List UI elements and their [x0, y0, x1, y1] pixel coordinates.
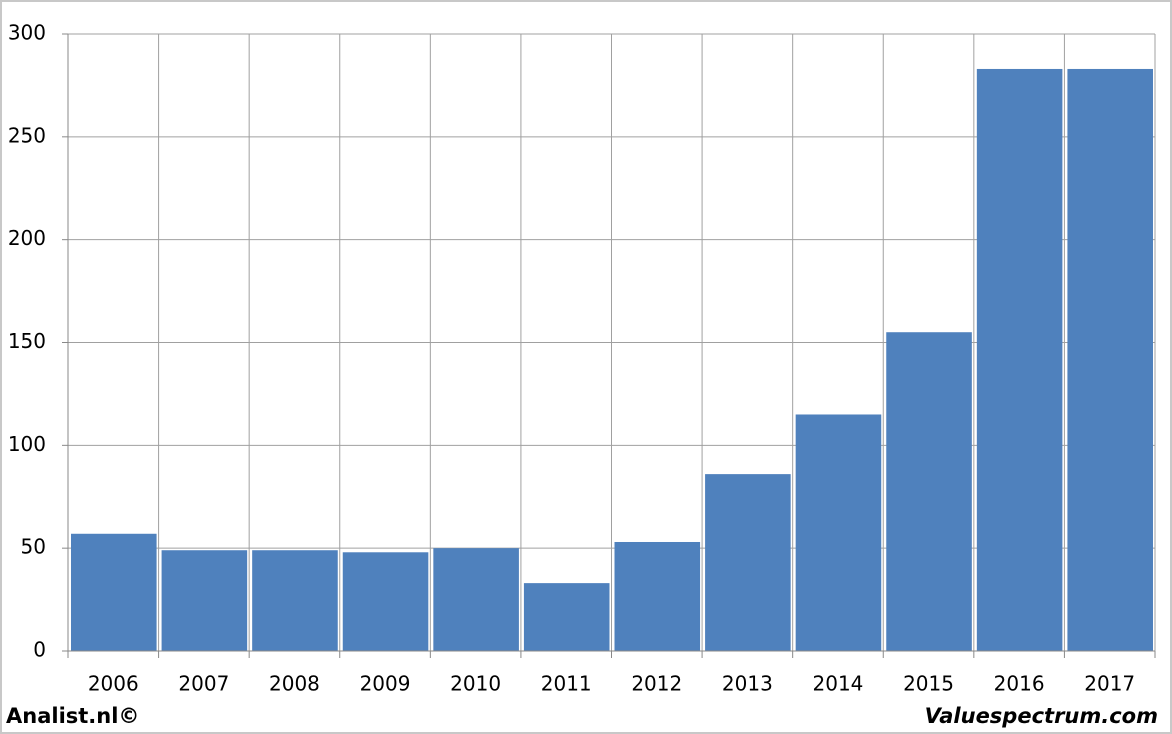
x-tick-label: 2008	[269, 672, 320, 696]
x-tick-label: 2010	[450, 672, 501, 696]
bar	[161, 550, 248, 651]
x-tick-label: 2009	[360, 672, 411, 696]
x-tick-label: 2016	[994, 672, 1045, 696]
x-tick-label: 2007	[178, 672, 229, 696]
source-right: Valuespectrum.com	[925, 704, 1158, 728]
x-tick-label: 2013	[722, 672, 773, 696]
bar	[614, 541, 701, 651]
x-tick-label: 2011	[541, 672, 592, 696]
y-tick-label: 200	[8, 226, 46, 250]
y-tick-label: 0	[33, 638, 46, 662]
y-tick-label: 100	[8, 432, 46, 456]
x-tick-label: 2015	[903, 672, 954, 696]
x-tick-label: 2012	[631, 672, 682, 696]
bar	[705, 474, 791, 651]
x-tick-label: 2014	[813, 672, 864, 696]
x-tick-label: 2006	[88, 672, 139, 696]
source-left: Analist.nl©	[6, 704, 139, 728]
bar	[523, 583, 610, 651]
y-tick-label: 300	[8, 21, 46, 45]
bar	[795, 414, 882, 651]
bar	[433, 548, 519, 651]
bar	[342, 552, 429, 651]
bar	[1067, 68, 1153, 652]
x-tick-label: 2017	[1084, 672, 1135, 696]
y-tick-label: 150	[8, 329, 46, 353]
y-tick-label: 250	[8, 123, 46, 147]
bar	[71, 533, 157, 651]
bar	[252, 550, 338, 651]
y-tick-label: 50	[21, 535, 46, 559]
bar	[886, 332, 972, 651]
bar	[976, 68, 1063, 652]
